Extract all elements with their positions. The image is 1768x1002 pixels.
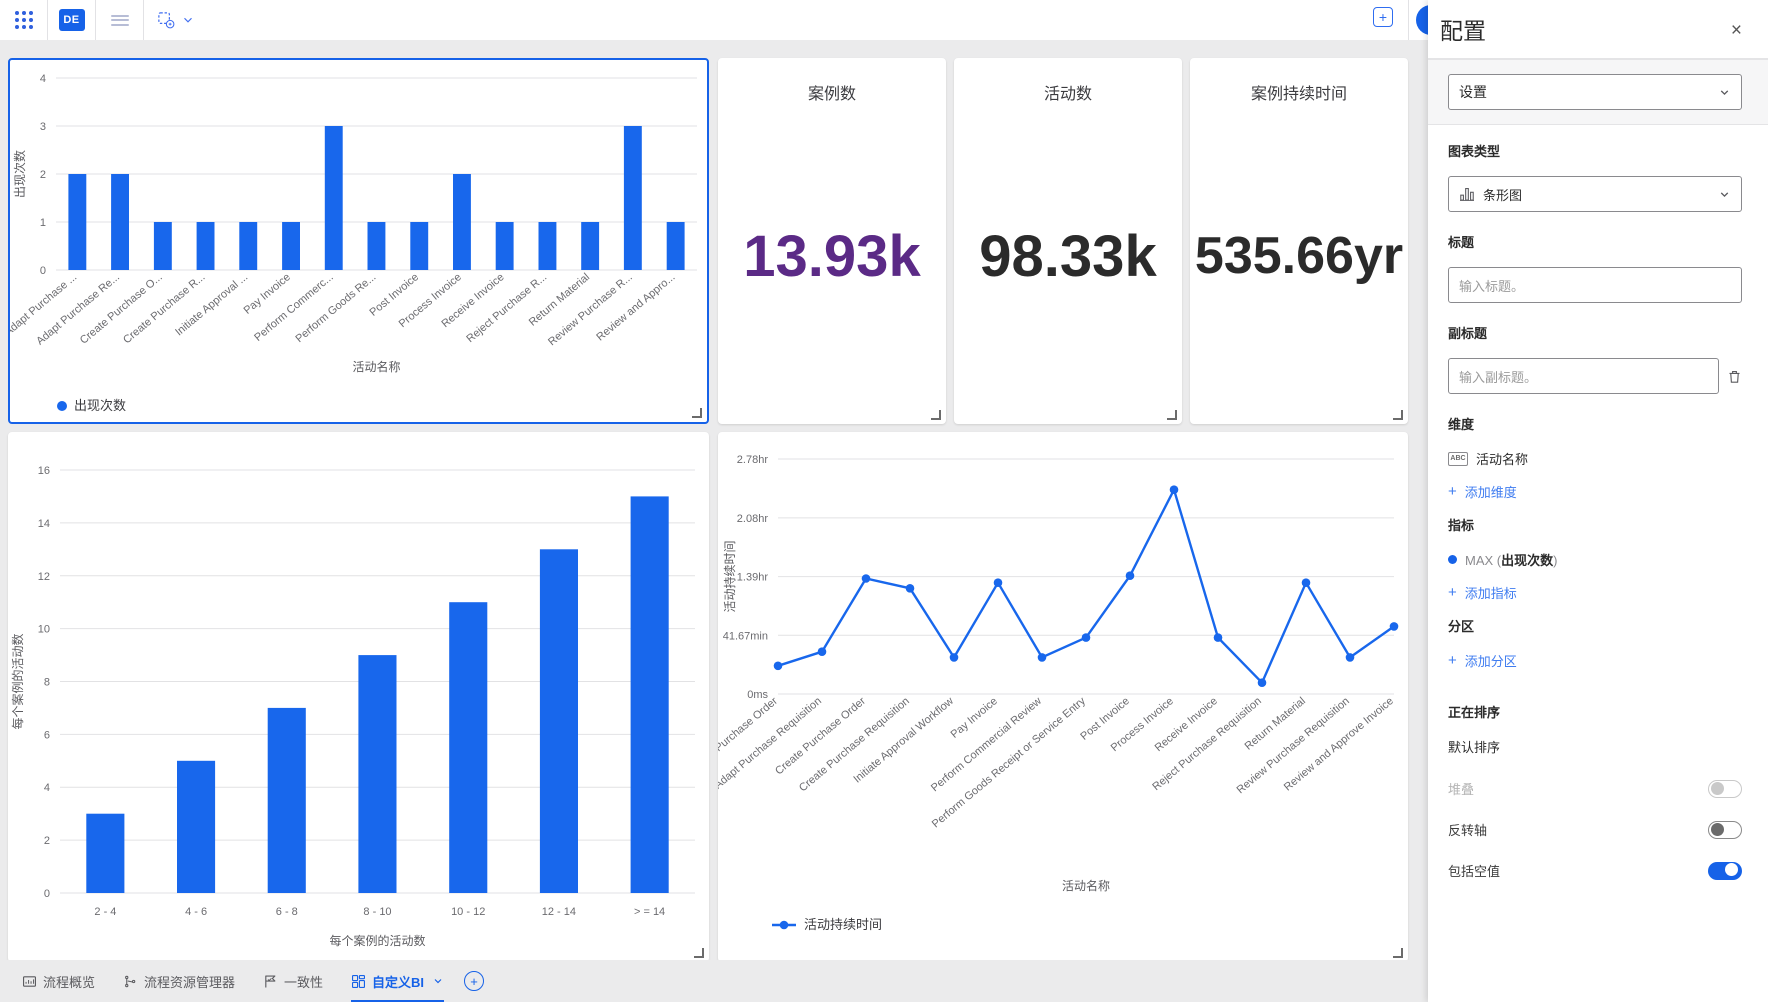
svg-text:0ms: 0ms [747, 689, 768, 701]
svg-text:2 - 4: 2 - 4 [94, 906, 116, 918]
svg-text:0: 0 [44, 888, 50, 900]
svg-text:2: 2 [40, 169, 46, 181]
svg-text:4 - 6: 4 - 6 [185, 906, 207, 918]
svg-text:6 - 8: 6 - 8 [276, 906, 298, 918]
svg-text:1: 1 [40, 217, 46, 229]
svg-text:Create Purchase O...: Create Purchase O... [78, 271, 165, 347]
svg-text:2: 2 [44, 835, 50, 847]
svg-text:2.78hr: 2.78hr [737, 454, 769, 466]
svg-text:Perform Goods Re...: Perform Goods Re... [293, 271, 378, 345]
svg-text:Perform Commerc...: Perform Commerc... [252, 271, 336, 344]
svg-text:活动持续时间: 活动持续时间 [804, 917, 882, 932]
svg-text:4: 4 [40, 73, 46, 85]
svg-text:41.67min: 41.67min [723, 630, 768, 642]
svg-text:> = 14: > = 14 [634, 906, 665, 918]
svg-text:4: 4 [44, 782, 50, 794]
svg-text:Reject Purchase R...: Reject Purchase R... [464, 271, 549, 345]
svg-text:8: 8 [44, 677, 50, 689]
svg-text:每个案例的活动数: 每个案例的活动数 [329, 933, 425, 948]
svg-text:16: 16 [38, 465, 50, 477]
svg-text:3: 3 [40, 121, 46, 133]
svg-text:0: 0 [40, 265, 46, 277]
svg-text:Perform Goods Receipt or Servi: Perform Goods Receipt or Service Entry [930, 695, 1088, 831]
svg-text:Create Purchase R...: Create Purchase R... [121, 271, 207, 346]
svg-text:活动名称: 活动名称 [1062, 878, 1110, 893]
svg-text:出现次数: 出现次数 [74, 398, 126, 413]
svg-text:8 - 10: 8 - 10 [363, 906, 391, 918]
svg-text:14: 14 [38, 518, 50, 530]
svg-text:活动名称: 活动名称 [352, 359, 400, 374]
svg-text:10 - 12: 10 - 12 [451, 906, 485, 918]
svg-text:6: 6 [44, 729, 50, 741]
svg-text:Initiate Approval ...: Initiate Approval ... [173, 271, 250, 338]
svg-text:2.08hr: 2.08hr [737, 513, 769, 525]
svg-text:1.39hr: 1.39hr [737, 572, 769, 584]
svg-text:Review and Appro...: Review and Appro... [594, 271, 677, 343]
svg-text:10: 10 [38, 624, 50, 636]
svg-text:12 - 14: 12 - 14 [542, 906, 576, 918]
svg-text:每个案例的活动数: 每个案例的活动数 [10, 633, 25, 729]
svg-text:12: 12 [38, 571, 50, 583]
svg-text:出现次数: 出现次数 [12, 150, 27, 198]
svg-text:Review Purchase R...: Review Purchase R... [546, 271, 635, 348]
svg-text:活动持续时间: 活动持续时间 [722, 540, 737, 612]
